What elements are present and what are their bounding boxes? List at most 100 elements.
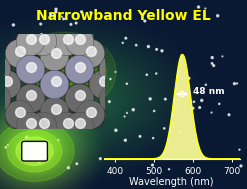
Point [78,122,82,125]
Point [66,122,70,125]
Point [28,124,32,127]
Point [198,106,202,109]
Point [77,68,81,71]
Point [6,143,10,146]
Point [237,148,241,151]
Circle shape [32,47,96,96]
Point [77,124,81,127]
X-axis label: Wavelength (nm): Wavelength (nm) [129,177,214,187]
Point [77,96,81,99]
Point [64,124,68,127]
Point [54,108,58,111]
Point [5,80,9,83]
Point [107,100,111,103]
Point [62,17,66,20]
Point [4,146,8,149]
Circle shape [7,130,62,172]
Point [26,97,30,100]
Point [52,54,56,57]
Point [108,77,112,81]
Point [112,94,116,97]
Point [88,113,92,116]
Point [28,124,32,127]
Point [220,55,224,58]
Point [88,51,92,54]
Point [40,124,44,127]
Point [39,95,42,98]
Point [89,11,93,14]
Point [239,164,243,167]
Point [52,82,56,85]
Point [152,109,156,112]
Point [64,40,68,43]
Point [93,83,97,86]
Point [17,112,21,115]
Circle shape [16,137,53,165]
Point [146,45,150,48]
Point [52,82,56,85]
Point [75,162,79,165]
Point [197,5,201,9]
Point [18,49,22,52]
Point [39,22,43,26]
Point [17,113,21,116]
Point [179,131,183,134]
Point [154,72,158,75]
Point [210,56,214,59]
Point [78,38,82,41]
Point [28,96,32,99]
Point [102,80,106,83]
Text: 48 nm: 48 nm [193,88,225,96]
Point [29,122,33,125]
Circle shape [31,148,38,154]
Point [54,52,58,55]
Point [143,19,147,22]
Point [89,49,93,52]
Point [203,7,207,10]
Point [134,44,138,47]
Point [200,99,204,102]
Point [114,129,118,132]
Point [4,82,8,85]
Point [111,97,115,100]
Point [28,40,32,43]
Point [204,83,208,86]
Point [29,66,33,69]
Point [145,73,149,76]
Point [49,13,53,16]
Point [29,94,33,97]
Point [101,82,105,85]
Point [192,100,196,103]
Point [77,40,81,43]
Circle shape [42,55,86,89]
Point [28,40,32,43]
Point [123,115,126,118]
Point [167,168,171,171]
Point [111,67,115,70]
Point [4,74,8,77]
Point [64,40,68,43]
Circle shape [23,142,46,160]
Point [210,62,214,65]
Point [69,23,73,26]
Point [235,82,239,85]
Point [66,166,70,169]
Point [40,40,44,43]
Point [112,65,116,68]
Point [54,8,58,11]
Point [227,113,231,116]
Point [150,163,154,167]
Point [11,23,15,26]
Point [125,82,129,85]
Point [40,33,43,36]
Point [17,113,21,116]
Point [88,113,92,116]
Point [64,124,68,127]
Point [163,98,167,101]
Point [187,77,191,80]
Point [155,48,159,51]
Point [38,160,41,163]
Point [18,111,22,114]
Point [114,70,118,74]
Point [88,51,92,54]
